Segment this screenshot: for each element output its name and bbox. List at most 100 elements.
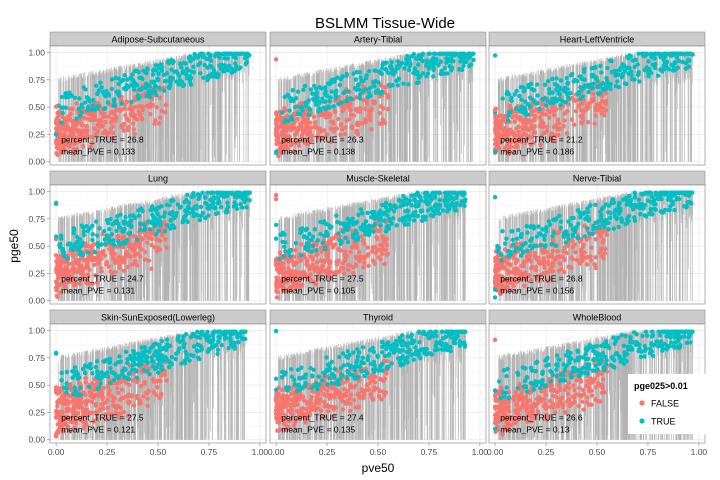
point-true (471, 57, 476, 63)
point-true (208, 197, 213, 203)
point-true (459, 55, 464, 60)
point-true (198, 204, 204, 210)
point-true (222, 56, 227, 61)
point-true (191, 64, 196, 70)
point-true (500, 96, 506, 101)
point-true (542, 82, 548, 88)
point-true (637, 79, 642, 84)
point-false (319, 136, 324, 141)
point-false (347, 105, 352, 110)
point-true (287, 108, 292, 113)
facet-panels: Adipose-Subcutaneous percent_TRUE = 26.8 m… (28, 31, 707, 457)
point-true (607, 85, 612, 90)
point-false (98, 119, 104, 124)
point-false (355, 109, 360, 114)
panel-border (49, 45, 267, 166)
point-false (112, 251, 118, 256)
point-false (349, 124, 355, 129)
point-true (79, 109, 84, 115)
point-false (87, 111, 92, 117)
point-true (447, 64, 452, 69)
point-false (157, 121, 162, 126)
point-false (55, 115, 60, 120)
facet-strip-label: Heart-LeftVentricle (560, 35, 635, 45)
point-false (148, 104, 154, 110)
point-true (545, 79, 551, 84)
point-true (125, 77, 130, 82)
point-true (152, 207, 157, 212)
point-true (242, 55, 248, 61)
point-true (67, 242, 73, 247)
point-true (463, 59, 469, 65)
point-false (88, 117, 93, 123)
point-true (111, 99, 117, 105)
point-false (145, 103, 150, 109)
point-true (155, 221, 160, 226)
y-tick-label: 0.50 (28, 241, 45, 251)
point-false (123, 113, 128, 118)
point-true (598, 63, 603, 69)
point-false (54, 267, 59, 272)
point-false (71, 151, 76, 156)
point-true (172, 69, 177, 74)
point-false (163, 236, 168, 242)
point-true (336, 101, 341, 107)
point-true (119, 78, 124, 84)
point-true (550, 76, 555, 82)
point-true (91, 97, 96, 103)
point-true (334, 88, 339, 93)
point-false (313, 120, 318, 125)
point-true (234, 206, 240, 212)
point-false (128, 103, 133, 109)
point-true (299, 104, 305, 110)
point-true (568, 73, 574, 78)
point-true (315, 95, 320, 100)
point-false (360, 120, 366, 126)
point-true (198, 70, 203, 76)
point-true (197, 217, 203, 223)
point-false (55, 140, 60, 146)
point-false (328, 139, 334, 145)
point-false (72, 135, 77, 141)
point-false (157, 115, 163, 120)
point-true (155, 211, 160, 217)
point-false (103, 119, 108, 124)
point-true (117, 225, 123, 230)
point-true (137, 227, 143, 233)
point-false (135, 117, 140, 122)
point-false (80, 136, 85, 141)
point-false (109, 248, 114, 253)
point-true (534, 82, 540, 87)
point-true (141, 68, 146, 74)
point-true (431, 74, 436, 79)
point-true (197, 193, 202, 199)
point-true (92, 107, 98, 112)
facet-strip-label: Muscle-Skeletal (346, 174, 410, 184)
point-true (136, 213, 142, 218)
point-false (76, 261, 81, 267)
point-true (306, 112, 312, 117)
point-true (646, 74, 651, 79)
point-true (162, 79, 168, 84)
point-true (159, 203, 164, 209)
point-outlier (273, 117, 279, 123)
point-false (368, 118, 373, 123)
point-true (116, 76, 121, 81)
point-true (357, 95, 362, 100)
point-true (77, 251, 82, 257)
point-true (416, 62, 421, 67)
data-points (53, 51, 252, 158)
point-true (184, 207, 189, 213)
point-false (555, 117, 561, 122)
point-false (132, 112, 138, 118)
point-true (92, 250, 98, 255)
point-true (116, 239, 121, 244)
point-true (619, 74, 625, 80)
point-false (133, 104, 139, 110)
point-true (187, 55, 192, 60)
point-true (233, 51, 238, 56)
point-true (340, 74, 345, 79)
point-false (121, 128, 126, 133)
point-true (429, 57, 434, 62)
point-true (312, 83, 317, 89)
